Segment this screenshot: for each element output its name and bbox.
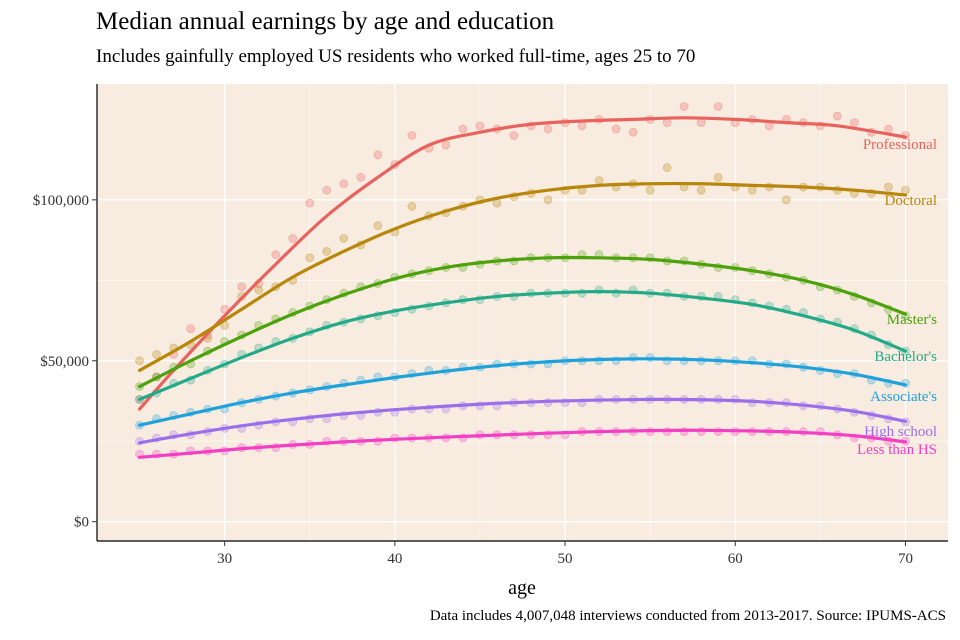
data-point	[543, 195, 553, 205]
data-point	[441, 140, 451, 150]
trend-line-bachelor-s	[137, 289, 908, 401]
series-labels: Professional Doctoral Master's Bachelor's As…	[857, 137, 937, 458]
chart-title: Median annual earnings by age and educat…	[96, 8, 555, 35]
data-point	[832, 111, 842, 121]
data-point	[237, 282, 247, 292]
data-point	[254, 285, 264, 295]
x-tick-label: 70	[898, 551, 913, 567]
y-tick-label: $0	[74, 515, 89, 531]
data-point	[645, 185, 655, 195]
trend-lines	[137, 116, 908, 459]
data-point	[577, 121, 587, 131]
data-point	[611, 124, 621, 134]
data-point	[305, 198, 315, 208]
data-point	[696, 185, 706, 195]
data-point	[543, 124, 553, 134]
data-point	[152, 349, 161, 359]
data-point	[135, 356, 144, 366]
data-point	[356, 172, 366, 182]
series-label: Associate's	[870, 389, 937, 405]
series-label: Bachelor's	[874, 349, 937, 365]
chart-subtitle: Includes gainfully employed US residents…	[96, 46, 696, 67]
data-point	[407, 201, 417, 211]
series-label: Doctoral	[885, 193, 937, 209]
trend-line-less-than-hs	[137, 428, 908, 459]
series-label: High school	[864, 424, 937, 440]
data-point	[662, 118, 672, 128]
trend-line-master-s	[137, 255, 908, 389]
y-tick-label: $50,000	[40, 354, 89, 370]
trend-line-associate-s	[137, 357, 908, 427]
x-tick-label: 50	[558, 551, 573, 567]
data-point	[747, 185, 757, 195]
data-point	[849, 118, 859, 128]
data-point	[713, 172, 723, 182]
data-point	[339, 179, 349, 189]
data-point	[884, 124, 893, 134]
data-point	[339, 234, 349, 243]
y-tick-label: $100,000	[33, 193, 89, 209]
data-point	[662, 163, 672, 173]
data-point	[407, 131, 417, 140]
data-point	[305, 253, 315, 263]
data-point	[679, 102, 689, 111]
x-axis-label: age	[508, 577, 536, 599]
data-point	[475, 121, 485, 131]
trend-line-professional	[137, 116, 908, 411]
data-point	[696, 118, 706, 128]
data-point	[373, 221, 383, 231]
x-tick-label: 40	[387, 551, 402, 567]
data-point	[186, 324, 196, 333]
trend-line-high-school	[137, 397, 908, 445]
trend-line-doctoral	[137, 181, 908, 373]
series-label: Less than HS	[857, 442, 937, 458]
data-point	[322, 185, 332, 195]
data-point	[458, 124, 468, 134]
x-tick-label: 60	[728, 551, 743, 567]
data-point	[271, 250, 281, 259]
data-point	[594, 176, 604, 185]
data-point	[373, 150, 383, 160]
x-tick-label: 30	[217, 551, 232, 567]
series-label: Master's	[887, 312, 937, 328]
data-point	[322, 246, 332, 256]
series-label: Professional	[863, 137, 937, 153]
data-point	[884, 182, 893, 192]
axes: $0 $50,000 $100,000 30 40 50 60 70	[33, 84, 948, 567]
data-point	[713, 102, 723, 111]
data-point	[509, 131, 519, 140]
data-point	[781, 195, 791, 205]
chart-caption: Data includes 4,007,048 interviews condu…	[429, 608, 946, 624]
data-point	[628, 127, 638, 137]
data-point	[288, 234, 298, 243]
